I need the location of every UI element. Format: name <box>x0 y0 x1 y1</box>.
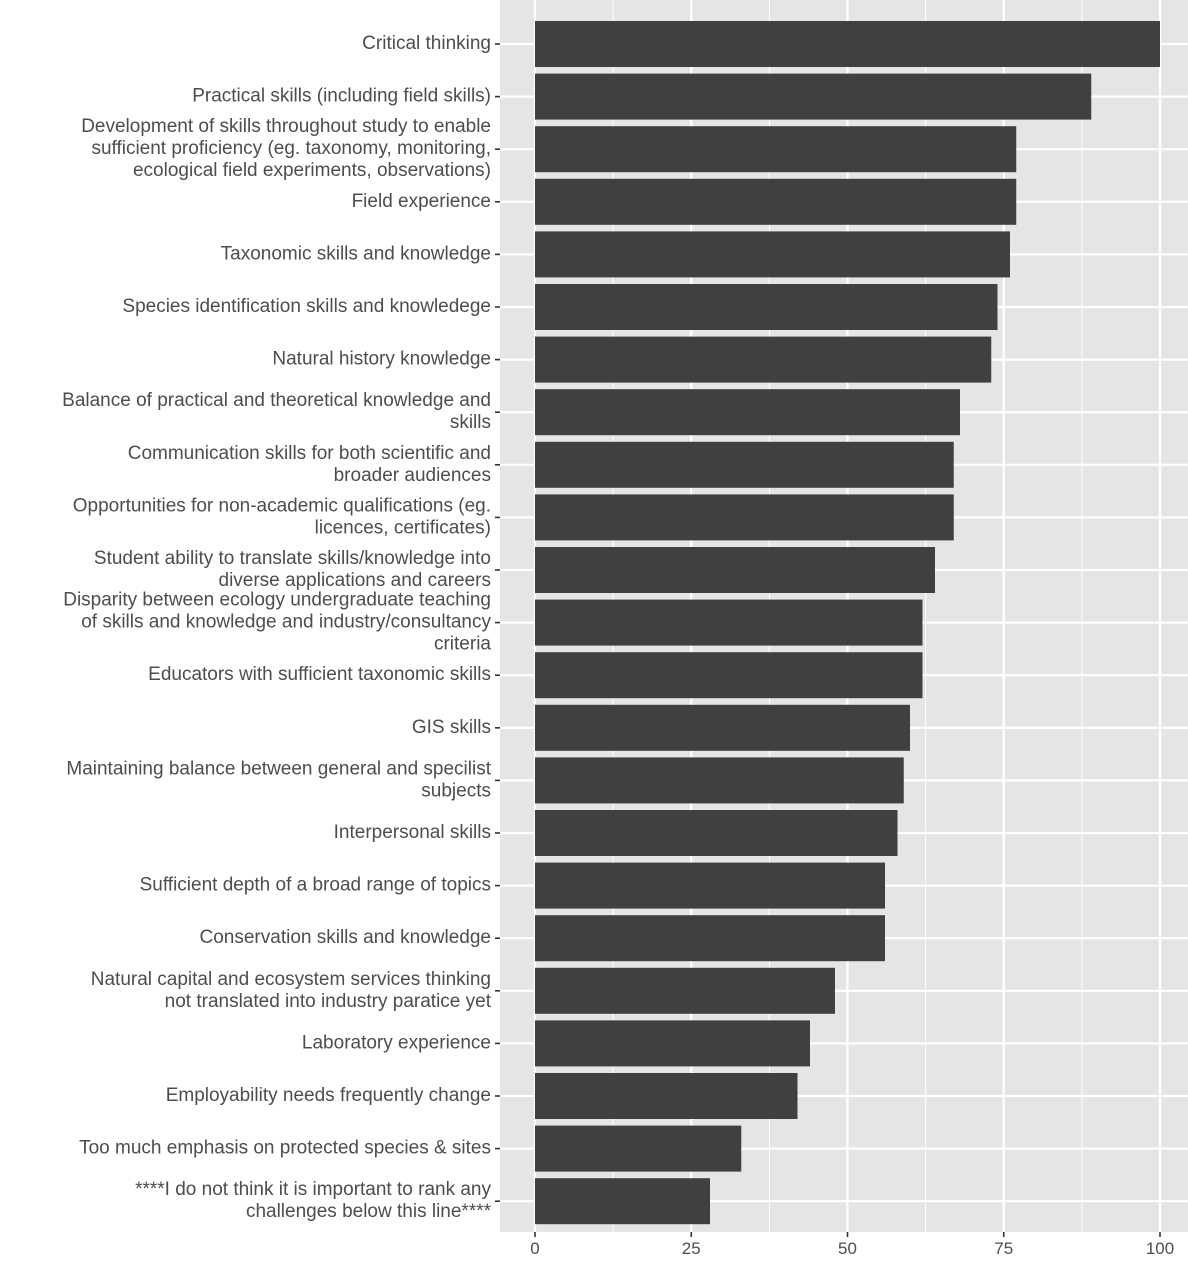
bar <box>535 389 960 436</box>
category-label: ****I do not think it is important to ra… <box>135 1179 492 1222</box>
x-axis: 0 25 50 75 100 <box>530 1232 1174 1258</box>
bar <box>535 547 935 593</box>
category-label: Too much emphasis on protected species &… <box>79 1138 491 1159</box>
bar <box>535 757 904 804</box>
bar <box>535 336 992 383</box>
category-label: Opportunities for non-academic qualifica… <box>73 495 491 538</box>
bars <box>535 21 1160 1225</box>
bar <box>535 231 1010 278</box>
bar <box>535 21 1160 67</box>
category-label: Field experience <box>352 191 491 212</box>
bar <box>535 915 885 962</box>
bar <box>535 494 954 541</box>
category-label: Species identification skills and knowle… <box>122 296 491 317</box>
category-label: Taxonomic skills and knowledge <box>221 243 491 264</box>
bar <box>535 178 1017 225</box>
bar <box>535 126 1017 173</box>
category-label: Laboratory experience <box>302 1032 491 1053</box>
category-label: Employability needs frequently change <box>166 1085 491 1106</box>
bar <box>535 441 954 488</box>
category-label: Critical thinking <box>362 33 491 54</box>
category-label: Maintaining balance between general and … <box>66 758 491 801</box>
category-label: Development of skills throughout study t… <box>81 116 491 181</box>
bar <box>535 1073 798 1119</box>
category-label: Natural capital and ecosystem services t… <box>91 969 492 1012</box>
bar <box>535 862 885 909</box>
bar <box>535 652 923 699</box>
x-tick-label: 100 <box>1146 1239 1174 1258</box>
bar <box>535 967 835 1014</box>
category-label: Sufficient depth of a broad range of top… <box>140 875 491 896</box>
bar <box>535 1125 742 1172</box>
x-tick-label: 50 <box>838 1239 857 1258</box>
bar <box>535 284 998 330</box>
y-axis: Critical thinking Practical skills (inclu… <box>62 33 500 1222</box>
bar <box>535 1020 810 1067</box>
category-label: Disparity between ecology undergraduate … <box>63 590 491 655</box>
bar <box>535 73 1092 120</box>
category-label: Balance of practical and theoretical kno… <box>62 390 491 433</box>
category-label: Conservation skills and knowledge <box>200 927 492 948</box>
category-label: Communication skills for both scientific… <box>128 443 491 486</box>
category-label: Natural history knowledge <box>272 349 491 370</box>
x-tick-label: 25 <box>682 1239 701 1258</box>
x-tick-label: 75 <box>994 1239 1013 1258</box>
bar <box>535 810 898 856</box>
bar <box>535 599 923 646</box>
category-label: Educators with sufficient taxonomic skil… <box>148 664 491 685</box>
bar <box>535 1178 710 1225</box>
category-label: Practical skills (including field skills… <box>192 86 491 107</box>
category-label: Student ability to translate skills/know… <box>94 548 491 591</box>
category-label: Interpersonal skills <box>334 822 491 843</box>
category-label: GIS skills <box>412 717 491 738</box>
x-tick-label: 0 <box>530 1239 539 1258</box>
bar <box>535 704 910 751</box>
